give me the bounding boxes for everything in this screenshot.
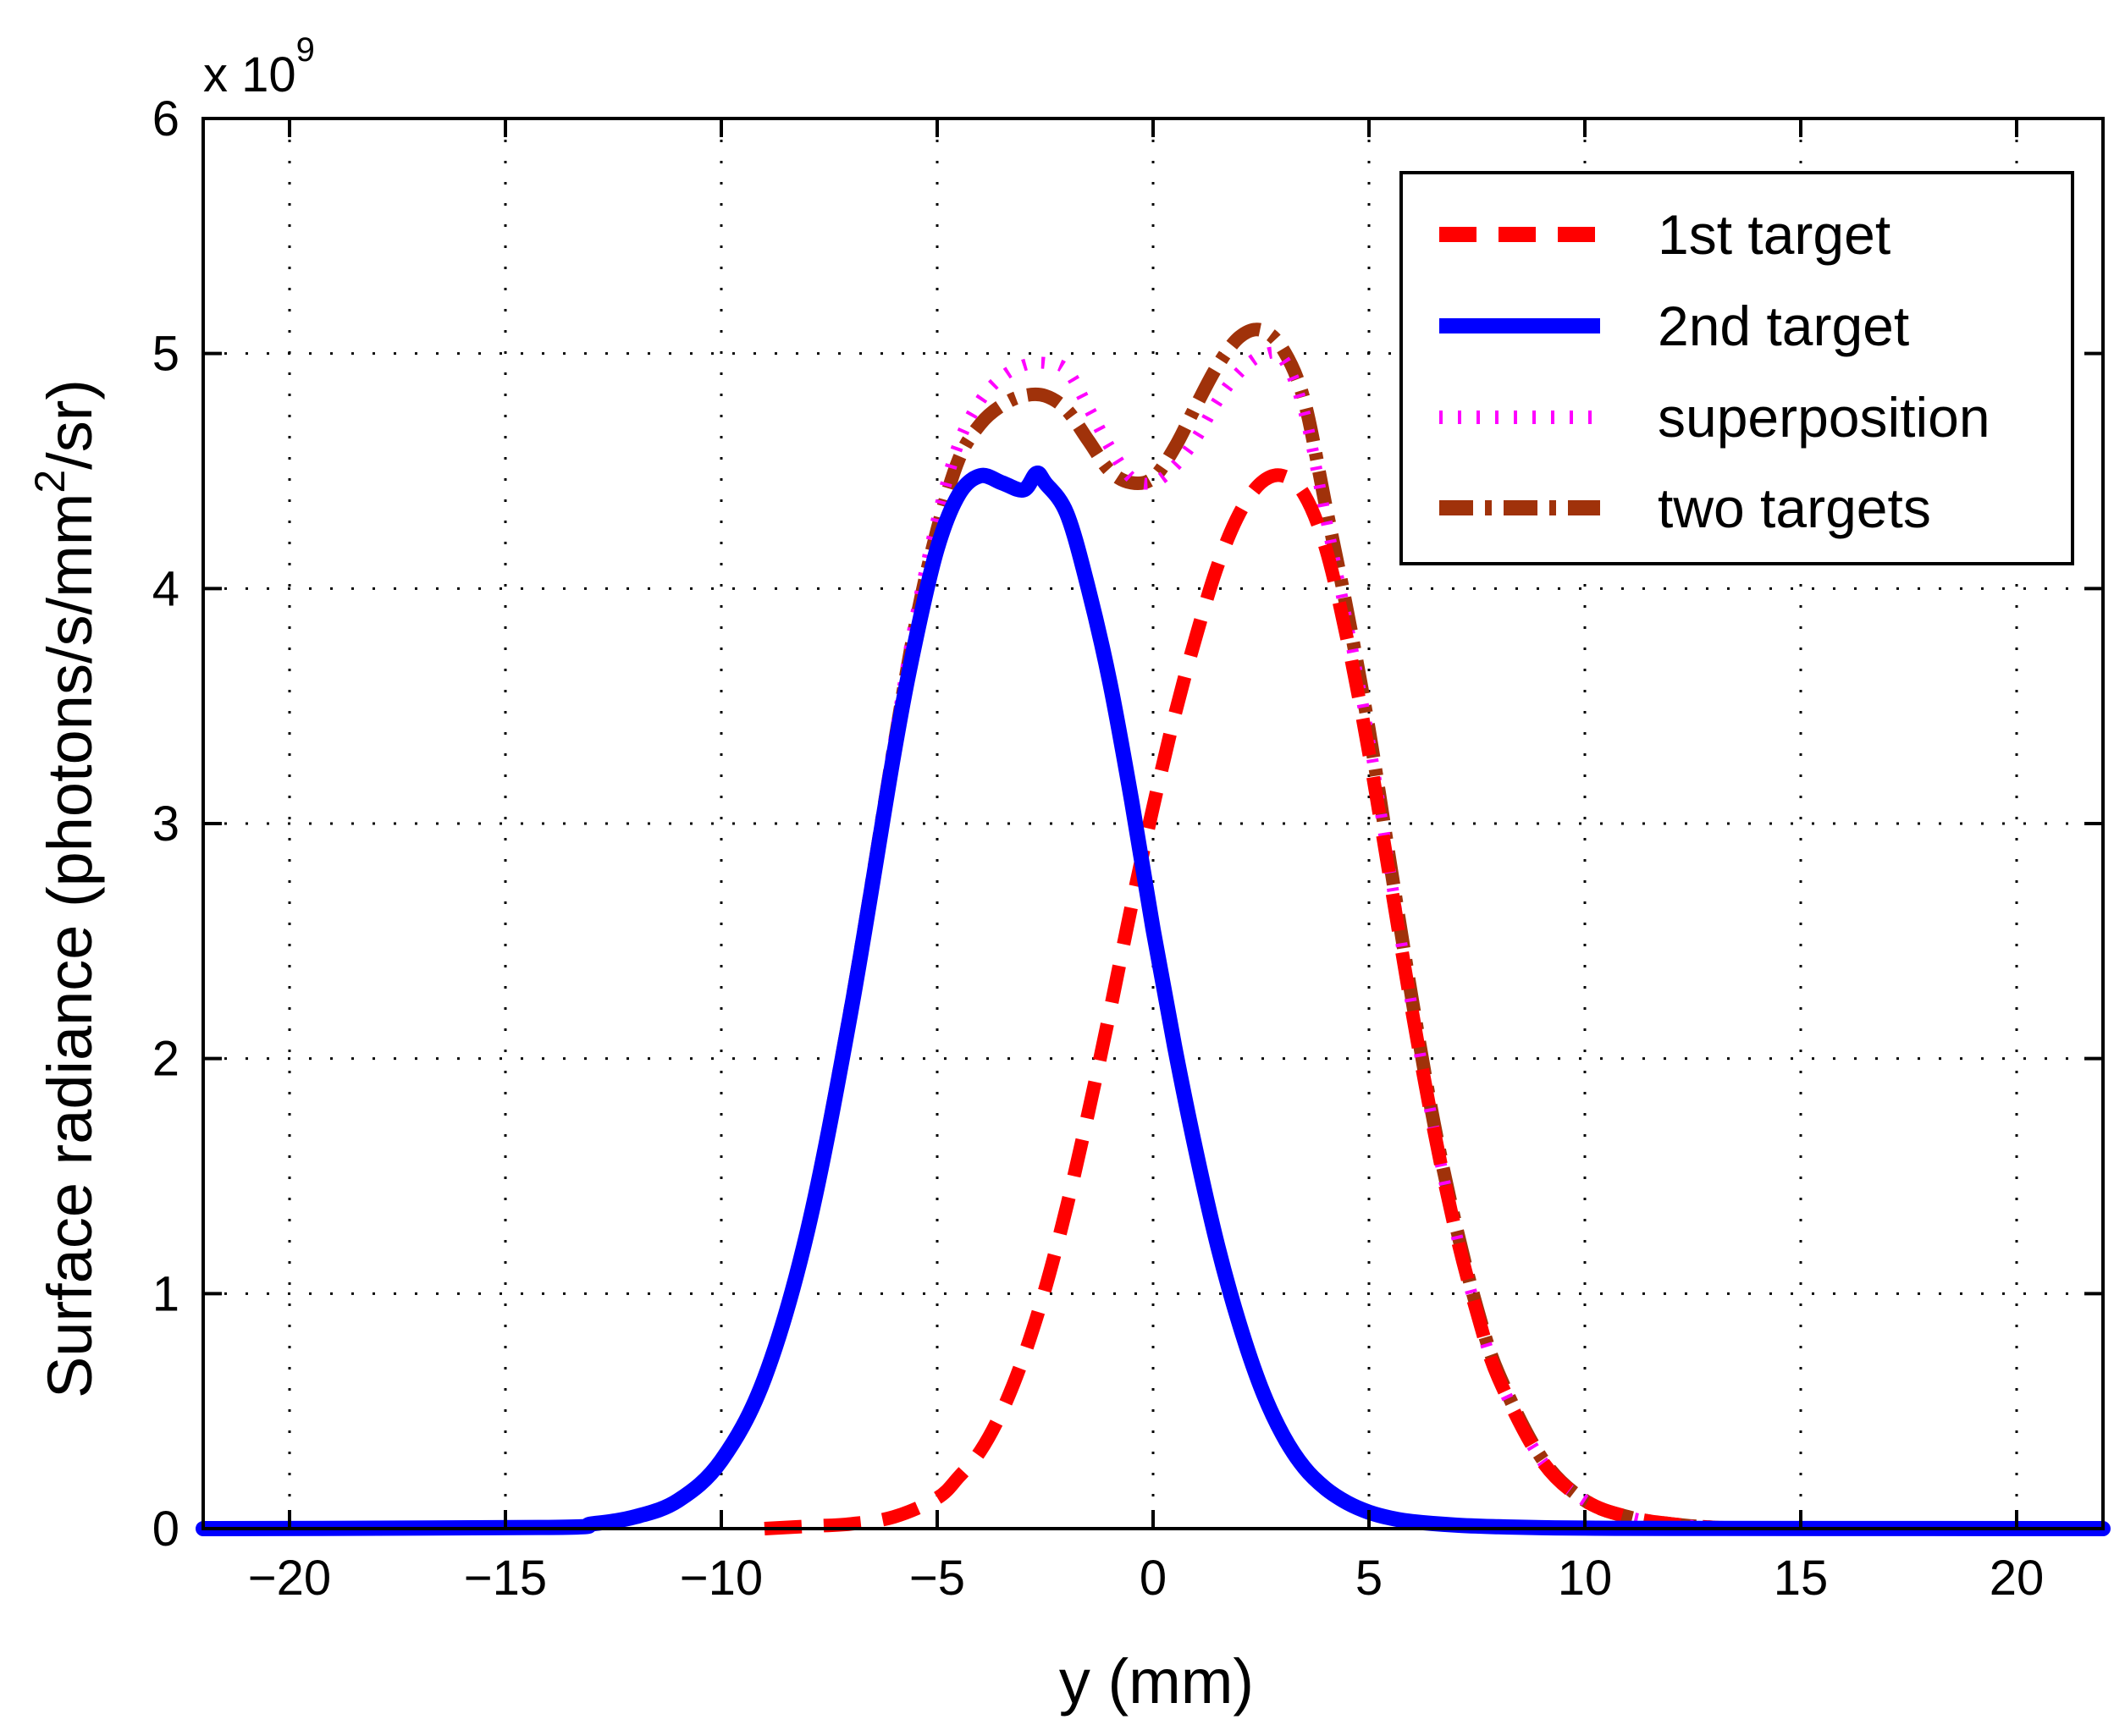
y-tick-label: 4 — [152, 561, 179, 616]
x-tick-label: −10 — [680, 1551, 763, 1606]
legend: 1st target 2nd target superposition two … — [1399, 171, 2074, 565]
ticks: −20 −15 −10 −5 0 5 10 15 20 0 1 2 3 4 5 6 — [152, 91, 2103, 1606]
x-tick-label: −5 — [909, 1551, 965, 1606]
y-tick-label: 3 — [152, 796, 179, 851]
x-tick-label: −15 — [464, 1551, 547, 1606]
x-axis-label: y (mm) — [1059, 1646, 1254, 1717]
series-group — [196, 322, 2111, 1536]
y-tick-label: 6 — [152, 91, 179, 146]
legend-label-two-targets: two targets — [1658, 477, 1931, 539]
x-tick-label: −20 — [248, 1551, 331, 1606]
y-tick-label: 2 — [152, 1032, 179, 1087]
x-tick-label: 0 — [1140, 1551, 1167, 1606]
y-multiplier: x 109 — [203, 31, 315, 102]
y-axis-label: Surface radiance (photons/s/mm2/sr) — [26, 379, 105, 1398]
x-tick-label: 20 — [1990, 1551, 2045, 1606]
y-tick-label: 5 — [152, 327, 179, 382]
x-tick-label: 15 — [1774, 1551, 1829, 1606]
legend-label-1st-target: 1st target — [1658, 203, 1890, 266]
y-tick-label: 0 — [152, 1502, 179, 1557]
x-tick-label: 10 — [1558, 1551, 1613, 1606]
series-line-2nd-target — [196, 466, 2111, 1536]
y-tick-label: 1 — [152, 1266, 179, 1321]
legend-label-2nd-target: 2nd target — [1658, 295, 1909, 357]
legend-label-superposition: superposition — [1658, 386, 1990, 449]
x-tick-label: 5 — [1355, 1551, 1383, 1606]
